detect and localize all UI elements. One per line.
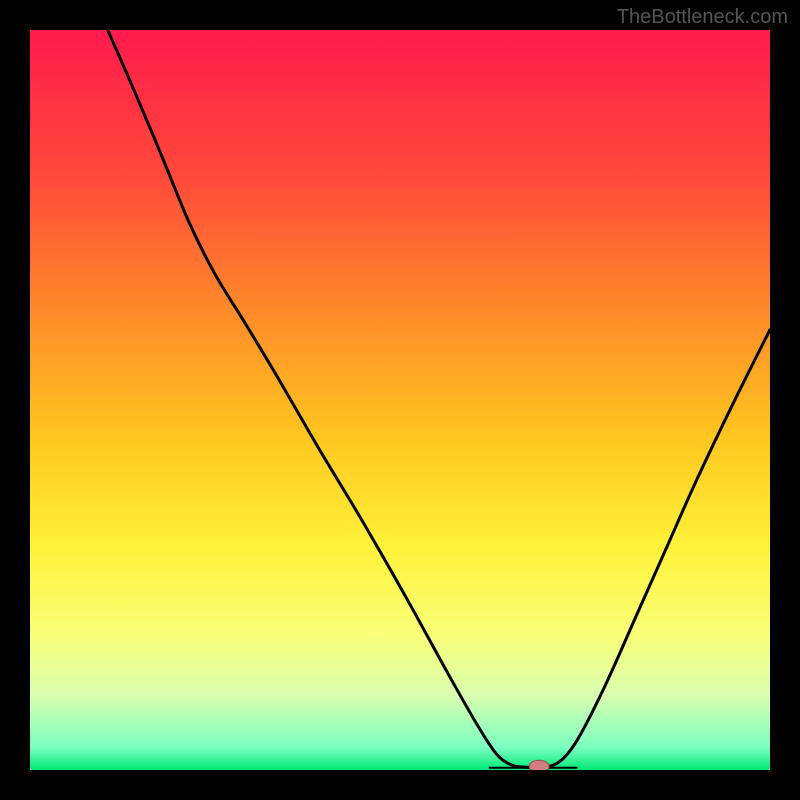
plot-area	[30, 30, 770, 770]
gradient-background	[30, 30, 770, 770]
chart-svg	[30, 30, 770, 770]
optimal-marker	[529, 760, 549, 770]
chart-container: TheBottleneck.com	[0, 0, 800, 800]
watermark-label: TheBottleneck.com	[617, 6, 788, 29]
